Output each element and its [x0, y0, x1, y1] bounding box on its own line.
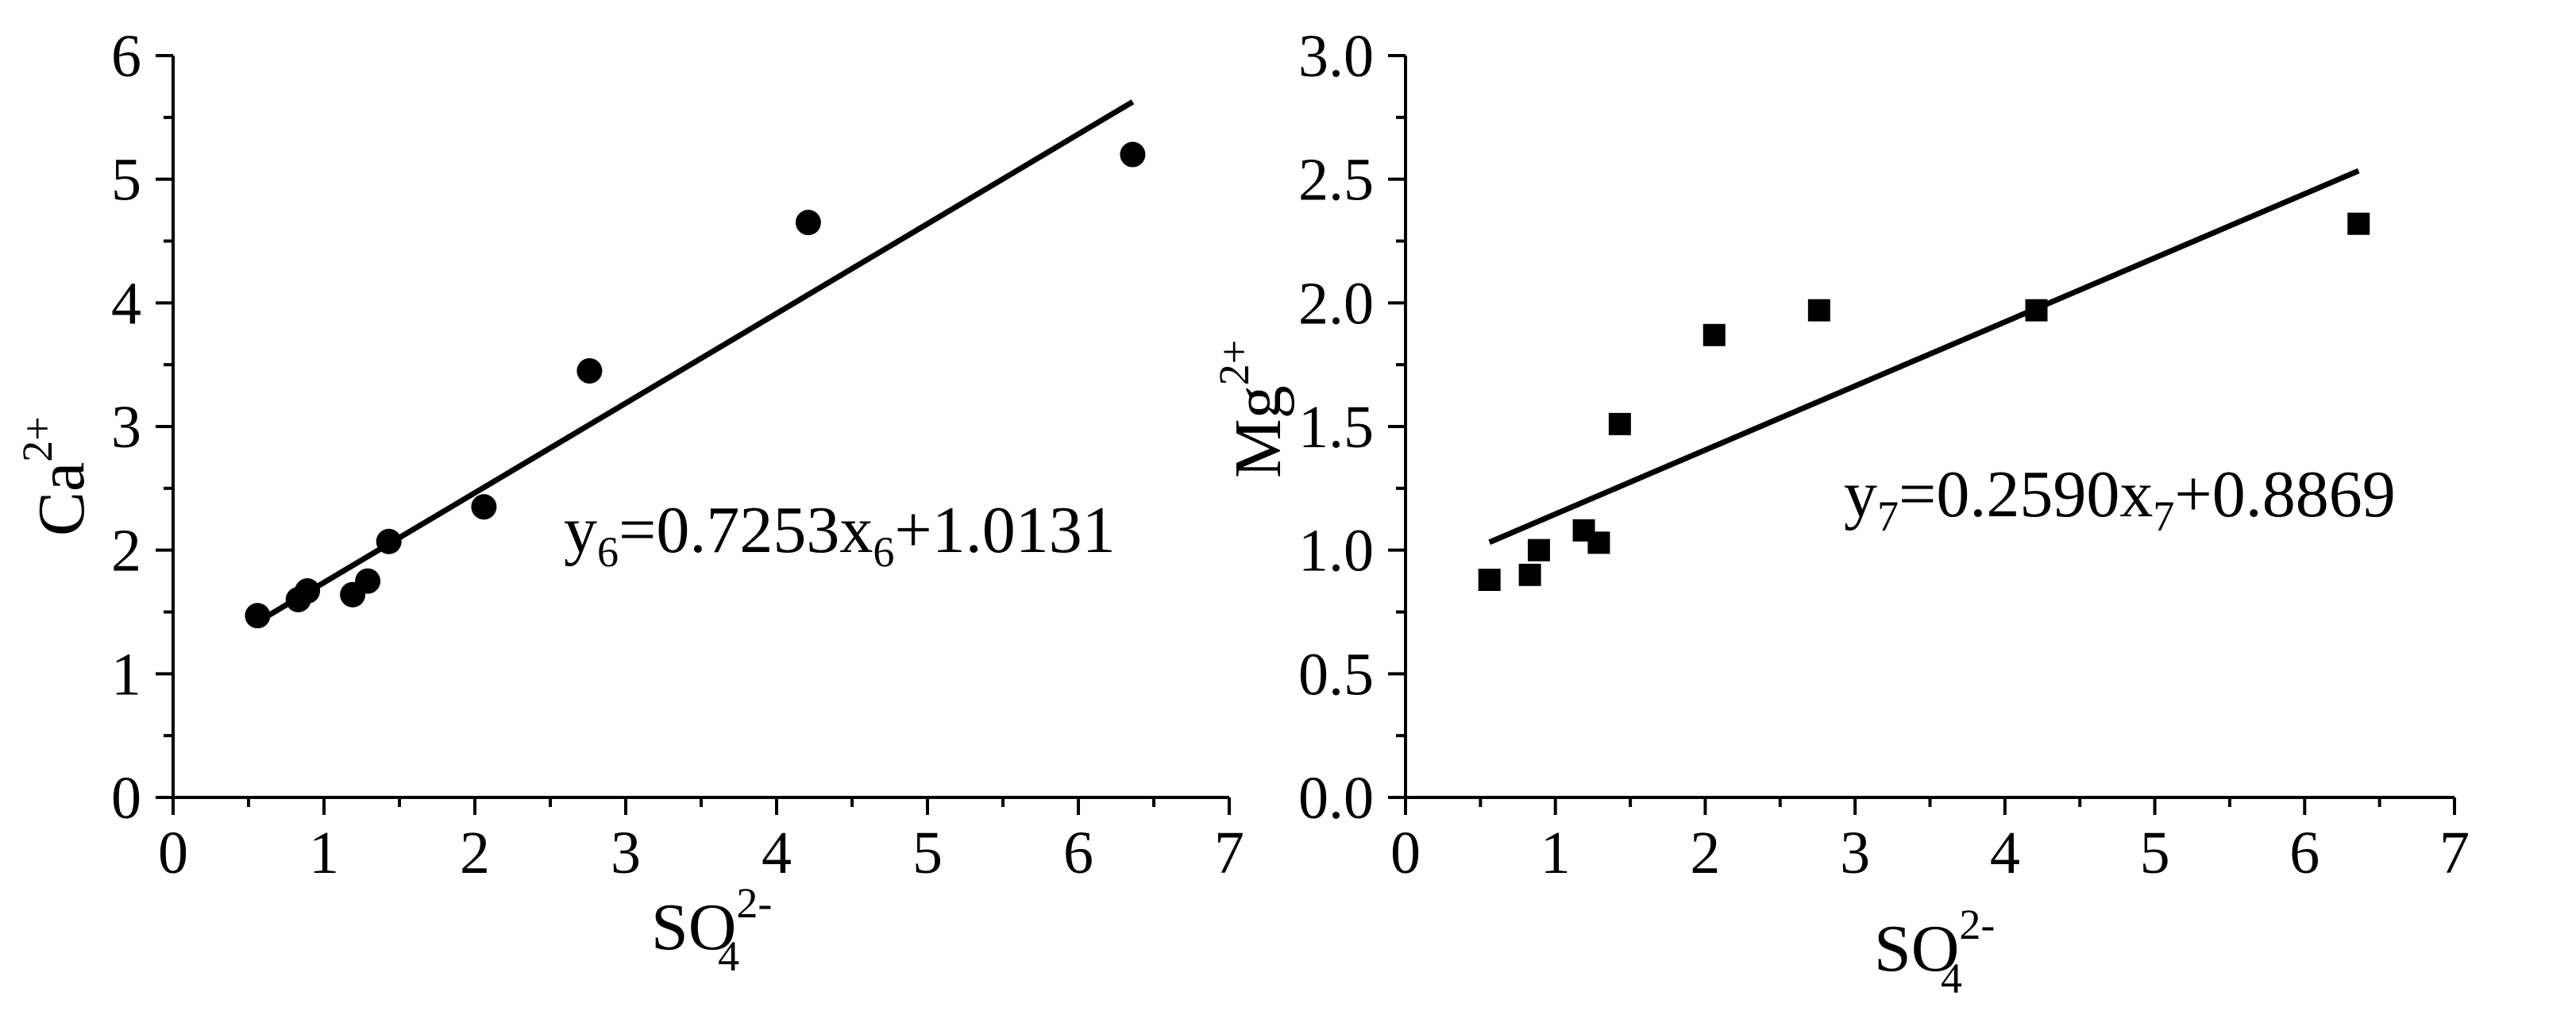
mg-y-tick-label: 3.0 — [1298, 23, 1374, 90]
mg-y-tick-label: 1.0 — [1298, 518, 1374, 585]
ca-regression-equation: y6=0.7253x6+1.0131 — [564, 493, 1116, 576]
ca-y-tick-label: 3 — [111, 394, 141, 461]
mg-y-tick-label: 1.5 — [1298, 394, 1374, 461]
mg-data-point — [1518, 563, 1541, 586]
mg-vs-so4-chart: 0 1 2 3 4 5 6 7 0.0 0.5 1.0 1.5 2.0 2.5 3.0 y7=0.2590x… — [1210, 23, 2470, 1002]
ca-y-axis-title: Ca2+ — [13, 416, 98, 536]
mg-y-axis-title: Mg2+ — [1210, 340, 1295, 478]
ca-data-point — [1120, 141, 1146, 168]
ca-x-tick-label: 4 — [762, 820, 792, 886]
mg-x-tick-label: 2 — [1690, 820, 1720, 886]
ca-x-tick-label: 3 — [611, 820, 641, 886]
mg-data-point — [1478, 569, 1501, 592]
ca-x-axis-title: SO2- — [651, 879, 772, 964]
mg-data-point — [1703, 323, 1726, 346]
mg-data-point — [1807, 299, 1830, 322]
ca-x-tick-label: 2 — [460, 820, 490, 886]
svg-text:Ca2+: Ca2+ — [13, 416, 98, 536]
ca-y-tick-label: 6 — [111, 23, 141, 90]
mg-y-tick-label: 0.0 — [1298, 765, 1374, 832]
mg-x-tick-label: 6 — [2289, 820, 2320, 886]
ca-data-point — [795, 210, 821, 236]
ca-x-tick-label: 1 — [309, 820, 339, 886]
ca-fit-line — [256, 99, 1135, 625]
ca-data-point — [355, 568, 381, 594]
mg-x-tick-label: 7 — [2439, 820, 2470, 886]
mg-y-tick-label: 2.0 — [1298, 270, 1374, 337]
mg-x-tick-label: 4 — [1990, 820, 2020, 886]
mg-data-point — [1587, 531, 1610, 554]
mg-x-axis-title-subscript: 4 — [1941, 955, 1962, 1002]
mg-x-tick-label: 0 — [1390, 820, 1421, 886]
ca-x-tick-label: 0 — [158, 820, 188, 886]
ca-data-point — [245, 603, 271, 629]
mg-data-point — [1608, 412, 1631, 435]
ca-data-point — [471, 494, 497, 520]
mg-x-tick-label: 5 — [2140, 820, 2170, 886]
ca-data-point — [295, 578, 321, 604]
ca-y-tick-label: 1 — [111, 641, 141, 708]
mg-y-tick-label: 2.5 — [1298, 147, 1374, 214]
ca-y-tick-label: 0 — [111, 765, 141, 832]
mg-data-point — [1527, 539, 1550, 562]
ca-y-tick-label: 4 — [111, 270, 141, 337]
mg-data-point — [2347, 212, 2370, 235]
mg-fit-line — [1488, 168, 2360, 545]
mg-x-tick-label: 3 — [1840, 820, 1870, 886]
ca-x-tick-label: 6 — [1063, 820, 1093, 886]
ca-data-point — [577, 357, 603, 384]
mg-x-tick-label: 1 — [1541, 820, 1571, 886]
ca-y-tick-label: 2 — [111, 518, 141, 585]
ca-x-axis-title-subscript: 4 — [718, 932, 739, 980]
mg-plot-marks: 0 1 2 3 4 5 6 7 0.0 0.5 1.0 1.5 2.0 2.5 3.0 — [1298, 23, 2470, 886]
ca-x-tick-label: 7 — [1214, 820, 1244, 886]
svg-text:Mg2+: Mg2+ — [1210, 340, 1295, 478]
mg-y-tick-label: 0.5 — [1298, 641, 1374, 708]
mg-x-axis-title: SO2- — [1874, 901, 1995, 986]
ca-y-tick-label: 5 — [111, 147, 141, 214]
ca-data-point — [376, 528, 402, 554]
ca-x-tick-label: 5 — [912, 820, 943, 886]
mg-data-point — [2025, 299, 2048, 322]
mg-regression-equation: y7=0.2590x7+0.8869 — [1844, 457, 2396, 540]
ca-plot-marks: 0 1 2 3 4 5 6 7 0 1 2 3 4 5 6 — [111, 23, 1244, 886]
